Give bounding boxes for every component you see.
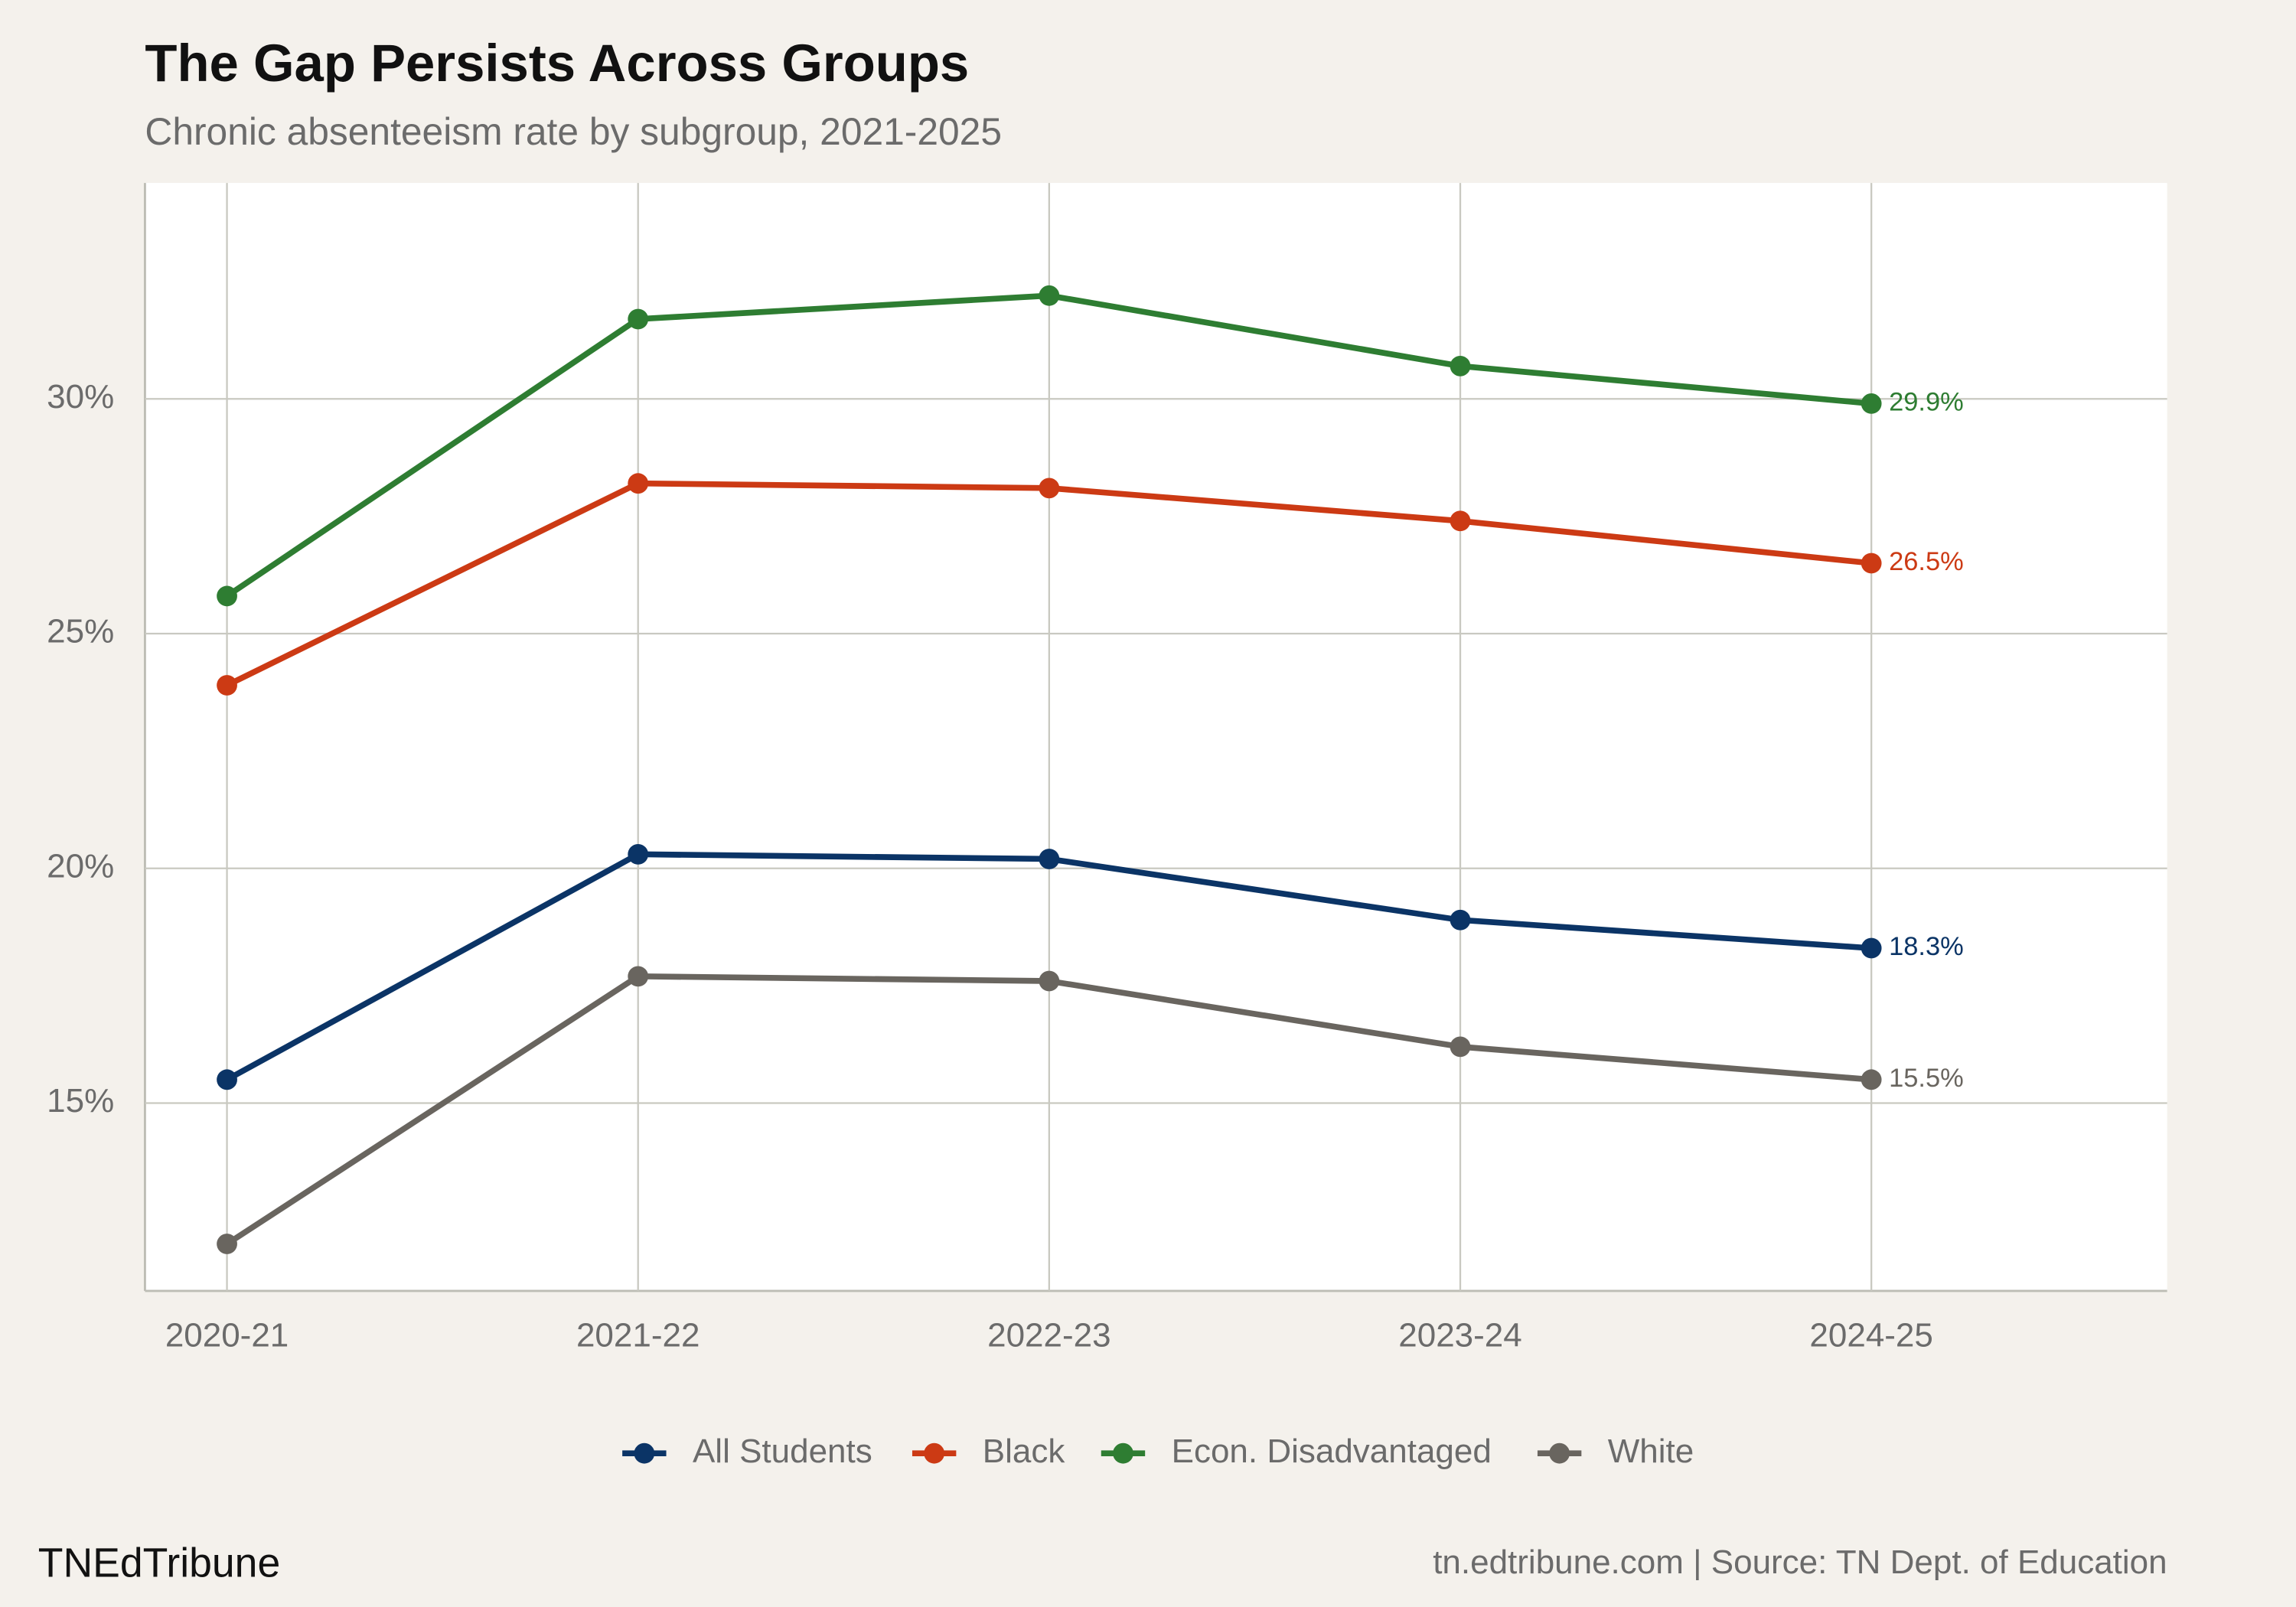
legend-label: All Students [693,1433,872,1470]
y-tick-label: 30% [47,378,114,416]
source: tn.edtribune.com | Source: TN Dept. of E… [1433,1543,2167,1581]
data-point [1039,478,1060,499]
data-point [217,1069,237,1090]
x-tick-label: 2020-21 [165,1317,289,1354]
legend-item: Econ. Disadvantaged [1101,1433,1492,1470]
legend-swatch-dot [1549,1442,1570,1464]
x-tick-label: 2024-25 [1809,1317,1932,1354]
data-point [628,473,649,494]
x-tick-label: 2022-23 [987,1317,1110,1354]
plot-panel [145,183,2167,1291]
legend-swatch-dot [1113,1442,1133,1464]
x-tick-label: 2021-22 [576,1317,700,1354]
chart-subtitle: Chronic absenteeism rate by subgroup, 20… [145,110,1002,153]
chart-title: The Gap Persists Across Groups [145,34,969,93]
data-point [628,843,649,865]
data-point [1861,393,1882,414]
data-point [1039,849,1060,869]
data-point [1861,937,1882,959]
data-point [1039,970,1060,992]
y-tick-label: 20% [47,847,114,885]
legend-item: Black [912,1433,1065,1470]
legend-label: Econ. Disadvantaged [1172,1433,1492,1470]
data-point [628,308,649,330]
data-point [1861,553,1882,574]
data-point [1039,285,1060,306]
legend-swatch-dot [634,1442,655,1464]
data-label: 15.5% [1889,1064,1964,1093]
x-tick-label: 2023-24 [1398,1317,1521,1354]
data-point [217,1234,237,1254]
data-point [1450,1036,1471,1058]
data-label: 29.9% [1889,388,1964,417]
data-point [628,966,649,987]
data-point [217,675,237,696]
legend-swatch-dot [924,1442,945,1464]
data-point [1450,909,1471,931]
legend-label: Black [983,1433,1066,1470]
data-point [1450,355,1471,376]
legend-item: All Students [622,1433,872,1470]
y-tick-label: 25% [47,613,114,650]
data-label: 26.5% [1889,547,1964,576]
y-tick-label: 15% [47,1082,114,1120]
legend-item: White [1537,1433,1694,1470]
data-point [1450,510,1471,532]
data-point [217,585,237,607]
brand: TNEdTribune [38,1541,281,1586]
data-point [1861,1069,1882,1090]
data-label: 18.3% [1889,932,1964,961]
legend-label: White [1608,1433,1694,1470]
